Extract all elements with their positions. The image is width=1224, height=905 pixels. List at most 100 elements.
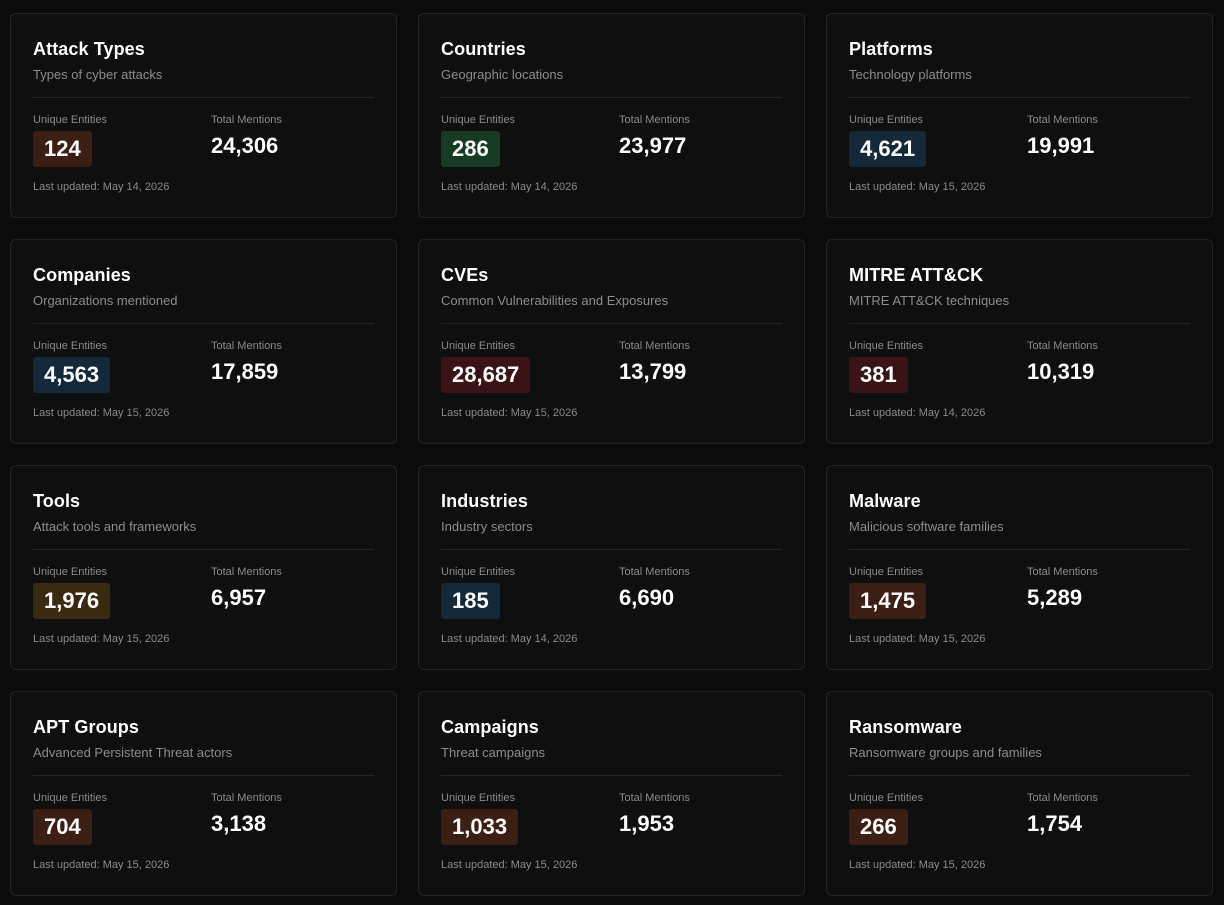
total-mentions-label: Total Mentions xyxy=(1027,792,1098,804)
unique-entities-badge: 4,563 xyxy=(33,357,111,393)
entity-card-grid: Attack Types Types of cyber attacks Uniq… xyxy=(10,13,1213,896)
entity-card-ransomware[interactable]: Ransomware Ransomware groups and familie… xyxy=(826,691,1213,896)
unique-entities-label: Unique Entities xyxy=(33,340,107,352)
unique-entities-badge: 4,621 xyxy=(849,131,927,167)
card-description: MITRE ATT&CK techniques xyxy=(849,293,1010,308)
card-description: Attack tools and frameworks xyxy=(33,519,197,534)
card-title: MITRE ATT&CK xyxy=(849,265,984,285)
total-mentions-value: 23,977 xyxy=(619,133,687,158)
entity-card-countries[interactable]: Countries Geographic locations Unique En… xyxy=(418,13,805,218)
card-description: Malicious software families xyxy=(849,519,1004,534)
card-title: Platforms xyxy=(849,39,933,59)
entity-card-tools[interactable]: Tools Attack tools and frameworks Unique… xyxy=(10,465,397,670)
total-mentions-value: 6,957 xyxy=(211,585,267,610)
entity-card-malware[interactable]: Malware Malicious software families Uniq… xyxy=(826,465,1213,670)
card-divider xyxy=(849,323,1190,324)
card-title: Industries xyxy=(441,491,529,511)
total-mentions-label: Total Mentions xyxy=(211,792,282,804)
card-divider xyxy=(441,775,782,776)
card-divider xyxy=(441,323,782,324)
last-updated: Last updated: May 15, 2026 xyxy=(33,407,170,419)
card-title: Campaigns xyxy=(441,717,539,737)
card-title: Ransomware xyxy=(849,717,963,737)
card-title: Tools xyxy=(33,491,81,511)
card-divider xyxy=(33,97,374,98)
total-mentions-label: Total Mentions xyxy=(1027,114,1098,126)
total-mentions-label: Total Mentions xyxy=(211,114,282,126)
card-description: Advanced Persistent Threat actors xyxy=(33,745,233,760)
card-divider xyxy=(441,97,782,98)
last-updated: Last updated: May 15, 2026 xyxy=(849,181,986,193)
last-updated: Last updated: May 15, 2026 xyxy=(33,633,170,645)
card-description: Common Vulnerabilities and Exposures xyxy=(441,293,669,308)
unique-entities-label: Unique Entities xyxy=(441,114,515,126)
card-description: Technology platforms xyxy=(849,67,972,82)
total-mentions-value: 6,690 xyxy=(619,585,675,610)
total-mentions-label: Total Mentions xyxy=(619,340,690,352)
card-description: Ransomware groups and families xyxy=(849,745,1042,760)
card-divider xyxy=(849,549,1190,550)
entity-card-apt-groups[interactable]: APT Groups Advanced Persistent Threat ac… xyxy=(10,691,397,896)
unique-entities-label: Unique Entities xyxy=(849,340,923,352)
last-updated: Last updated: May 15, 2026 xyxy=(849,859,986,871)
unique-entities-label: Unique Entities xyxy=(849,114,923,126)
total-mentions-value: 1,754 xyxy=(1027,811,1083,836)
unique-entities-badge: 185 xyxy=(441,583,500,619)
card-description: Industry sectors xyxy=(441,519,533,534)
total-mentions-label: Total Mentions xyxy=(1027,566,1098,578)
unique-entities-badge: 124 xyxy=(33,131,92,167)
total-mentions-label: Total Mentions xyxy=(1027,340,1098,352)
unique-entities-badge: 1,475 xyxy=(849,583,927,619)
total-mentions-value: 19,991 xyxy=(1027,133,1095,158)
card-description: Organizations mentioned xyxy=(33,293,178,308)
card-description: Threat campaigns xyxy=(441,745,546,760)
entity-card-cves[interactable]: CVEs Common Vulnerabilities and Exposure… xyxy=(418,239,805,444)
last-updated: Last updated: May 14, 2026 xyxy=(441,633,578,645)
unique-entities-badge: 266 xyxy=(849,809,908,845)
entity-card-attack-types[interactable]: Attack Types Types of cyber attacks Uniq… xyxy=(10,13,397,218)
card-divider xyxy=(33,323,374,324)
last-updated: Last updated: May 15, 2026 xyxy=(33,859,170,871)
total-mentions-value: 10,319 xyxy=(1027,359,1095,384)
unique-entities-badge: 286 xyxy=(441,131,500,167)
last-updated: Last updated: May 15, 2026 xyxy=(441,859,578,871)
card-title: APT Groups xyxy=(33,717,140,737)
unique-entities-label: Unique Entities xyxy=(33,566,107,578)
total-mentions-value: 3,138 xyxy=(211,811,267,836)
card-divider xyxy=(849,97,1190,98)
unique-entities-badge: 1,976 xyxy=(33,583,111,619)
total-mentions-value: 5,289 xyxy=(1027,585,1083,610)
unique-entities-badge: 704 xyxy=(33,809,92,845)
total-mentions-label: Total Mentions xyxy=(211,340,282,352)
card-title: Attack Types xyxy=(33,39,145,59)
entity-card-campaigns[interactable]: Campaigns Threat campaigns Unique Entiti… xyxy=(418,691,805,896)
last-updated: Last updated: May 14, 2026 xyxy=(441,181,578,193)
unique-entities-badge: 381 xyxy=(849,357,908,393)
total-mentions-value: 24,306 xyxy=(211,133,279,158)
unique-entities-label: Unique Entities xyxy=(849,792,923,804)
unique-entities-badge: 1,033 xyxy=(441,809,519,845)
entity-card-platforms[interactable]: Platforms Technology platforms Unique En… xyxy=(826,13,1213,218)
entity-card-companies[interactable]: Companies Organizations mentioned Unique… xyxy=(10,239,397,444)
last-updated: Last updated: May 15, 2026 xyxy=(441,407,578,419)
total-mentions-label: Total Mentions xyxy=(619,566,690,578)
last-updated: Last updated: May 14, 2026 xyxy=(33,181,170,193)
entity-card-industries[interactable]: Industries Industry sectors Unique Entit… xyxy=(418,465,805,670)
total-mentions-label: Total Mentions xyxy=(211,566,282,578)
unique-entities-label: Unique Entities xyxy=(441,792,515,804)
total-mentions-label: Total Mentions xyxy=(619,792,690,804)
entity-card-mitre-attack[interactable]: MITRE ATT&CK MITRE ATT&CK techniques Uni… xyxy=(826,239,1213,444)
card-title: Countries xyxy=(441,39,526,59)
card-description: Geographic locations xyxy=(441,67,564,82)
total-mentions-value: 17,859 xyxy=(211,359,279,384)
card-title: Malware xyxy=(849,491,921,511)
card-title: Companies xyxy=(33,265,131,285)
card-title: CVEs xyxy=(441,265,489,285)
total-mentions-label: Total Mentions xyxy=(619,114,690,126)
unique-entities-label: Unique Entities xyxy=(33,114,107,126)
card-divider xyxy=(441,549,782,550)
card-divider xyxy=(33,549,374,550)
total-mentions-value: 1,953 xyxy=(619,811,675,836)
unique-entities-label: Unique Entities xyxy=(33,792,107,804)
card-divider xyxy=(849,775,1190,776)
